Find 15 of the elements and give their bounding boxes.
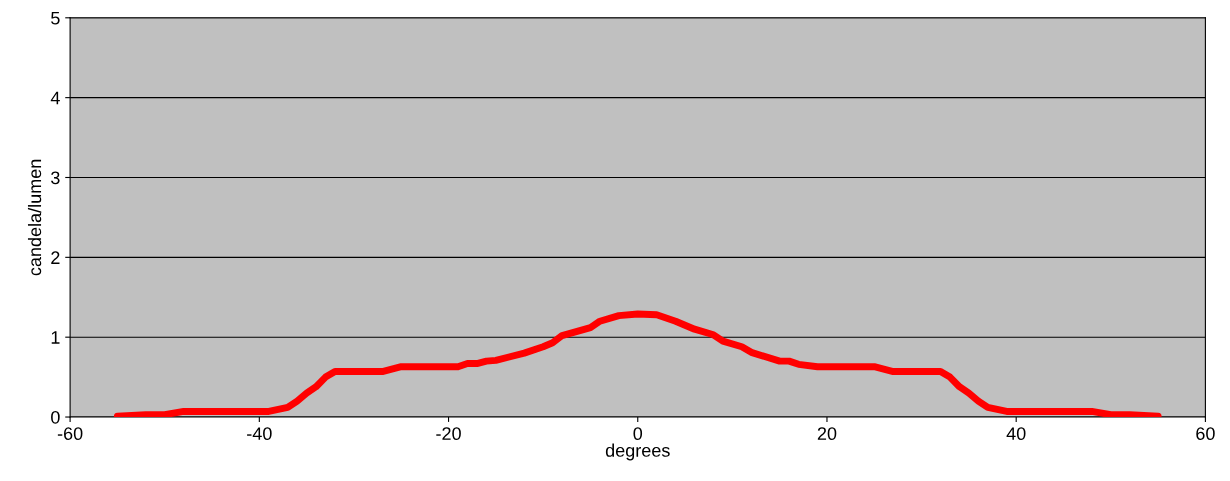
y-tick-label: 3 bbox=[51, 171, 60, 185]
y-tick-label: 4 bbox=[50, 91, 60, 105]
y-tick-label: 2 bbox=[51, 251, 60, 264]
x-tick-label: -60 bbox=[57, 427, 83, 441]
x-tick-label: 20 bbox=[817, 427, 837, 441]
x-tick-label: 60 bbox=[1196, 427, 1215, 441]
y-tick-label: 5 bbox=[51, 11, 60, 25]
x-axis-title: degrees bbox=[605, 443, 670, 461]
x-tick-label: 40 bbox=[1006, 427, 1026, 441]
x-tick-label: -20 bbox=[436, 427, 461, 441]
y-tick-label: 0 bbox=[51, 410, 60, 424]
x-tick-label: -40 bbox=[247, 427, 272, 441]
y-tick-label: 1 bbox=[51, 331, 60, 344]
x-tick-label: 0 bbox=[633, 427, 643, 441]
y-axis-title: candela/lumen bbox=[27, 159, 42, 276]
